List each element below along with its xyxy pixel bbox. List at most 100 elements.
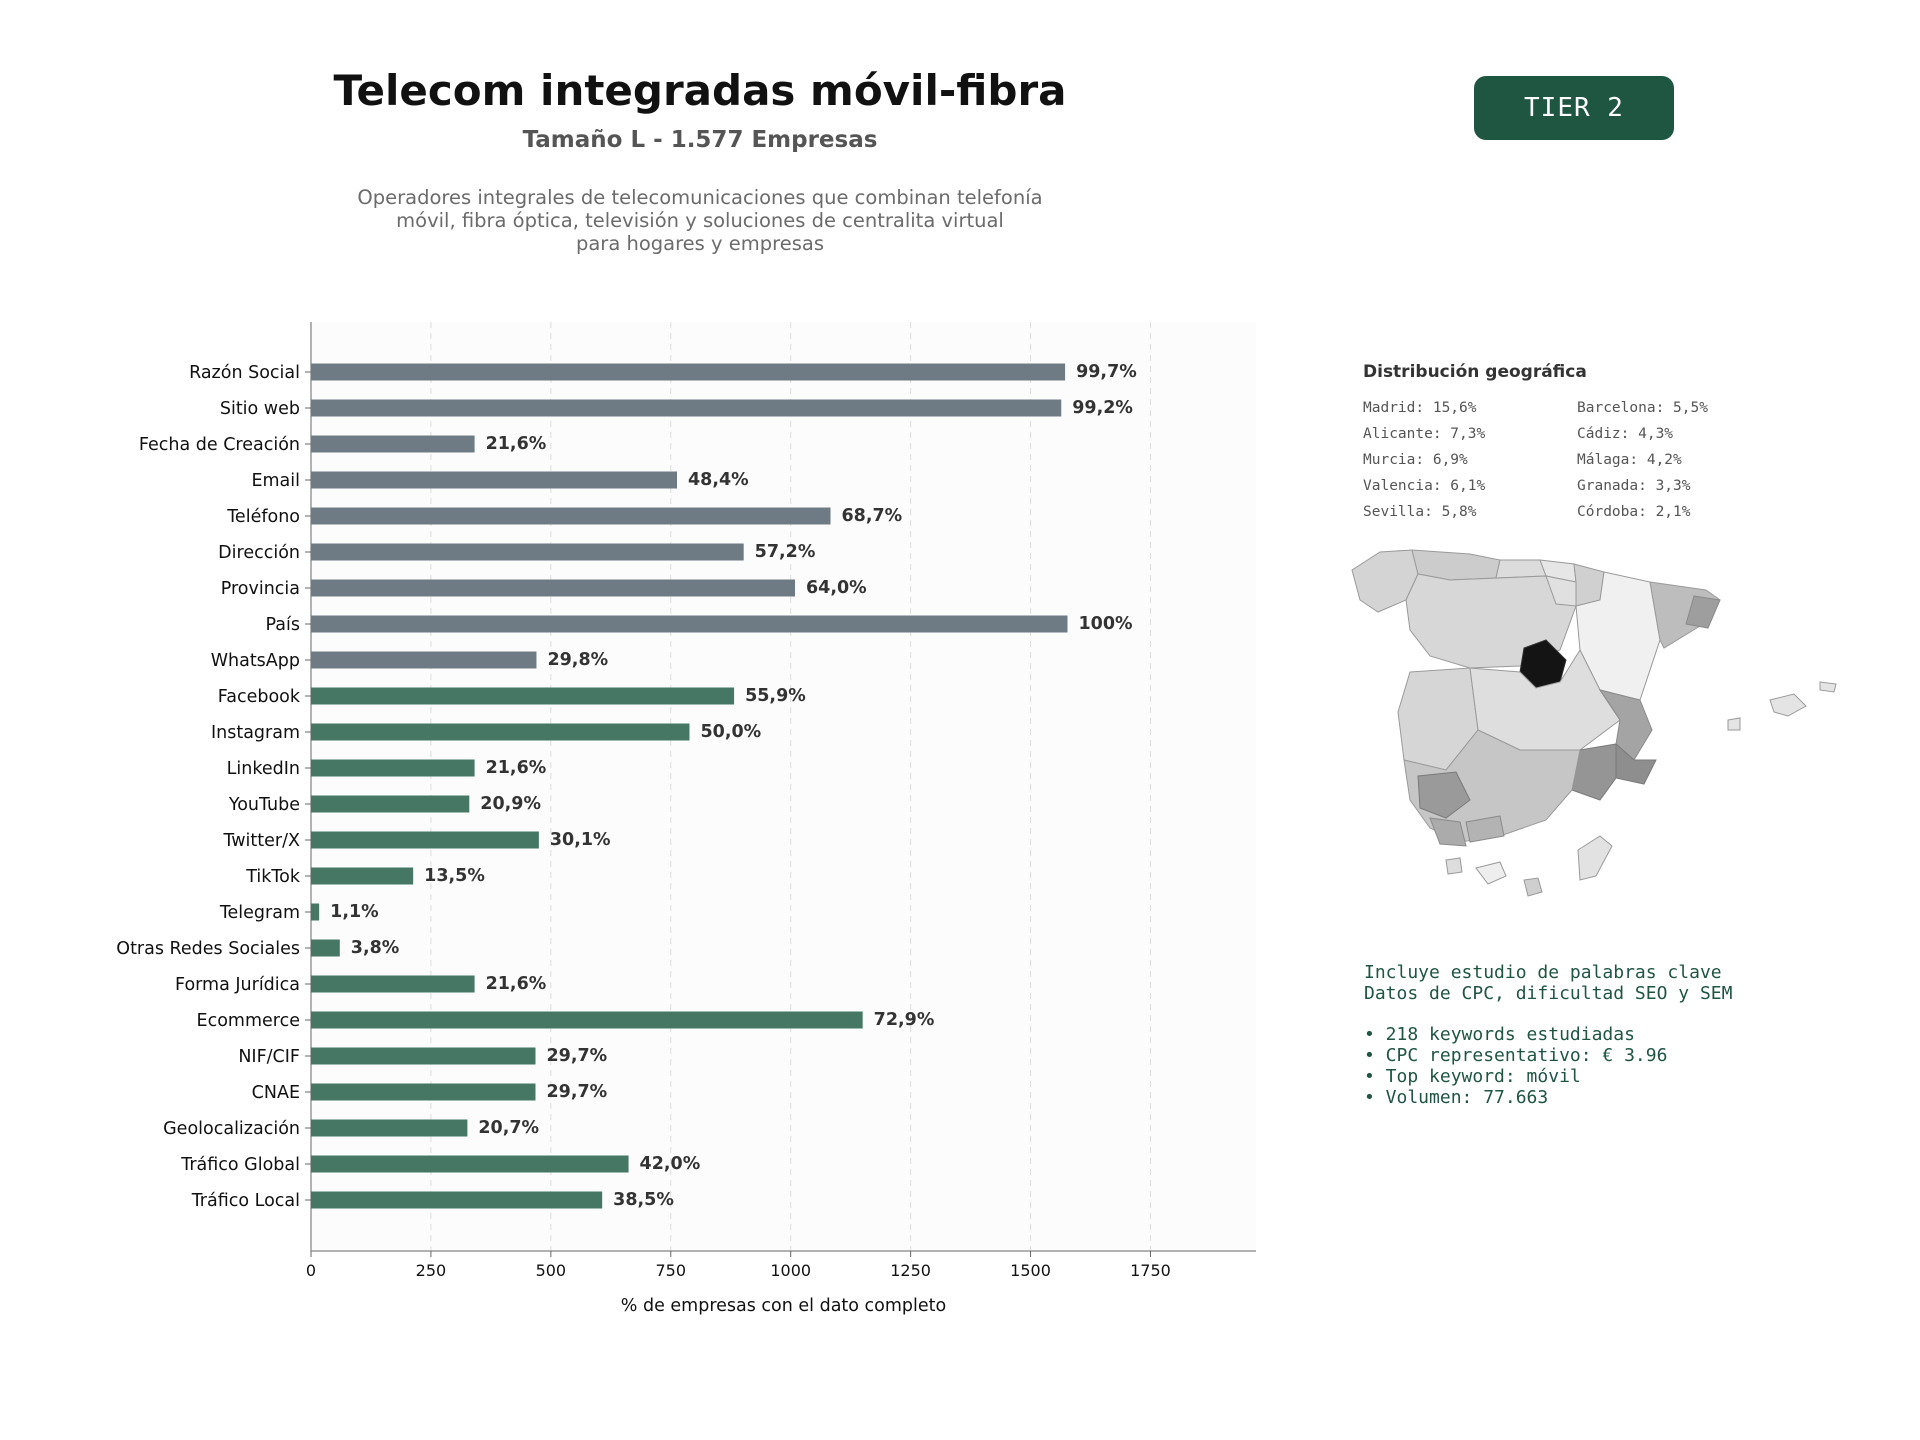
data-label: 29,7% (546, 1082, 607, 1102)
bar (311, 831, 539, 849)
geo-item: Granada: 3,3% (1577, 478, 1691, 494)
data-label: 55,9% (745, 686, 806, 706)
keywords-intro-line: Incluye estudio de palabras clave (1364, 962, 1722, 983)
y-tick-label: Tráfico Local (191, 1191, 300, 1211)
data-label: 42,0% (640, 1154, 701, 1174)
description-line: para hogares y empresas (575, 232, 824, 255)
description-line: Operadores integrales de telecomunicacio… (357, 186, 1043, 209)
y-tick-label: LinkedIn (227, 759, 300, 779)
map-region-canary-east (1577, 835, 1613, 881)
keywords-intro-line: Datos de CPC, dificultad SEO y SEM (1364, 983, 1733, 1004)
y-tick-label: Telegram (219, 903, 300, 923)
description-line: móvil, fibra óptica, televisión y soluci… (396, 209, 1004, 232)
x-tick-label: 1750 (1130, 1261, 1171, 1280)
keywords-bullet: • CPC representativo: € 3.96 (1364, 1045, 1668, 1066)
y-tick-label: Teléfono (226, 507, 300, 527)
bar (311, 507, 831, 525)
data-label: 30,1% (550, 830, 611, 850)
data-label: 20,9% (480, 794, 541, 814)
x-tick-label: 750 (655, 1261, 686, 1280)
bar (311, 363, 1066, 381)
plot-area (311, 322, 1256, 1251)
y-tick-label: YouTube (228, 795, 300, 815)
y-tick-label: Provincia (221, 579, 300, 599)
bar (311, 1083, 536, 1101)
map-region-ibiza (1727, 717, 1741, 731)
bar (311, 1047, 536, 1065)
y-tick-label: TikTok (245, 867, 301, 887)
bar (311, 435, 475, 453)
geo-item: Madrid: 15,6% (1363, 400, 1477, 416)
data-label: 21,6% (486, 758, 547, 778)
x-tick-label: 250 (416, 1261, 447, 1280)
keywords-bullet: • 218 keywords estudiadas (1364, 1024, 1635, 1045)
map-region-malaga (1465, 815, 1505, 843)
map-region-canary-gran-canaria (1523, 877, 1543, 897)
data-label: 99,2% (1072, 398, 1133, 418)
x-tick-label: 0 (306, 1261, 316, 1280)
data-label: 68,7% (842, 506, 903, 526)
y-tick-label: Sitio web (220, 399, 300, 419)
description: Operadores integrales de telecomunicacio… (300, 186, 1100, 255)
data-label: 21,6% (486, 434, 547, 454)
bar (311, 795, 470, 813)
y-tick-label: Instagram (211, 723, 300, 743)
bar (311, 615, 1068, 633)
bar (311, 1191, 603, 1209)
data-label: 3,8% (351, 938, 400, 958)
data-label: 100% (1078, 614, 1132, 634)
data-label: 50,0% (700, 722, 761, 742)
map-region-menorca (1819, 681, 1837, 693)
y-tick-label: CNAE (252, 1083, 300, 1103)
map-region-canary-west (1445, 857, 1463, 875)
page-title: Telecom integradas móvil-fibra (333, 66, 1067, 115)
geo-item: Murcia: 6,9% (1363, 452, 1468, 468)
map-region-sevilla (1417, 771, 1471, 819)
spain-map (1351, 549, 1837, 897)
bar (311, 939, 340, 957)
bar (311, 651, 537, 669)
tier-badge: TIER 2 (1474, 76, 1674, 140)
bar (311, 903, 320, 921)
keywords-bullet: • Top keyword: móvil (1364, 1066, 1581, 1087)
bar (311, 1155, 629, 1173)
map-region-barcelona (1685, 595, 1721, 629)
bar (311, 867, 414, 885)
data-label: 29,7% (546, 1046, 607, 1066)
map-region-canary-tenerife (1475, 861, 1507, 885)
data-label: 57,2% (755, 542, 816, 562)
data-label: 29,8% (547, 650, 608, 670)
keywords-panel: Incluye estudio de palabras clave Datos … (1364, 962, 1884, 1108)
x-tick-label: 1250 (890, 1261, 931, 1280)
bar (311, 1119, 468, 1137)
bar (311, 687, 735, 705)
geo-item: Alicante: 7,3% (1363, 426, 1486, 442)
data-label: 20,7% (478, 1118, 539, 1138)
data-label: 13,5% (424, 866, 485, 886)
geo-item: Valencia: 6,1% (1363, 478, 1486, 494)
data-label: 1,1% (330, 902, 379, 922)
x-tick-label: 1500 (1010, 1261, 1051, 1280)
bar (311, 399, 1062, 417)
data-label: 21,6% (486, 974, 547, 994)
data-label: 72,9% (874, 1010, 935, 1030)
y-tick-label: Twitter/X (222, 831, 300, 851)
bar (311, 1011, 863, 1029)
map-region-cantabria (1495, 559, 1547, 579)
bar (311, 759, 475, 777)
map-region-balearic-islands (1769, 693, 1807, 717)
geo-item: Cádiz: 4,3% (1577, 426, 1674, 442)
x-tick-label: 500 (536, 1261, 567, 1280)
y-tick-label: Facebook (218, 687, 301, 707)
geo-item: Córdoba: 2,1% (1577, 504, 1691, 520)
y-tick-label: País (266, 615, 300, 635)
y-tick-label: Geolocalización (163, 1119, 300, 1139)
geo-item: Barcelona: 5,5% (1577, 400, 1708, 416)
map-region-cadiz (1429, 817, 1467, 847)
y-tick-label: Email (251, 471, 300, 491)
data-label: 99,7% (1076, 362, 1137, 382)
y-tick-label: Otras Redes Sociales (116, 939, 300, 959)
bar (311, 579, 796, 597)
bar (311, 723, 690, 741)
